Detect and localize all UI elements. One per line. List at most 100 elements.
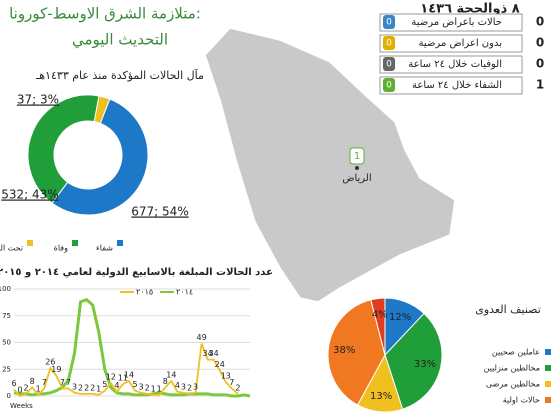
data-label: 2 <box>78 383 83 392</box>
data-label: 532; 43% <box>1 188 58 202</box>
x-axis-label: Weeks <box>10 402 33 410</box>
series-line <box>13 343 239 398</box>
data-label: 33% <box>414 359 436 370</box>
data-label: 2 <box>24 383 29 392</box>
data-label: 4 <box>175 381 180 390</box>
data-label: 5 <box>132 380 137 389</box>
slice <box>93 95 111 124</box>
data-label: 14 <box>124 371 134 380</box>
data-label: 38% <box>333 345 355 356</box>
data-label: 0 <box>18 386 23 395</box>
data-label: 677; 54% <box>131 205 188 219</box>
data-label: 14 <box>166 371 176 380</box>
legend-label: ٢٠١٥ <box>136 288 153 297</box>
city-dot <box>355 166 359 170</box>
data-label: 7 <box>60 378 65 387</box>
stat-badge-label: 0 <box>386 39 392 49</box>
data-label: 2 <box>235 383 240 392</box>
legend-swatch <box>545 365 551 371</box>
data-label: 2 <box>84 383 89 392</box>
data-label: 1 <box>157 384 162 393</box>
slice <box>384 312 443 410</box>
stat-badge-label: 0 <box>386 18 392 28</box>
data-label: 12 <box>106 373 116 382</box>
data-label: 7 <box>42 378 47 387</box>
data-label: 26 <box>45 358 55 367</box>
y-tick-label: 100 <box>0 285 11 293</box>
title: متلازمة الشرق الاوسط-كورونا: <box>9 5 201 23</box>
data-label: 7 <box>229 378 234 387</box>
legend-label: عاملين صحيين <box>492 348 540 357</box>
slice <box>370 297 386 356</box>
stat-box <box>379 13 523 32</box>
data-label: 34 <box>203 349 213 358</box>
series-line <box>13 297 251 398</box>
map-marker <box>349 147 365 165</box>
y-tick-label: 0 <box>7 392 11 400</box>
data-label: 1 <box>96 384 101 393</box>
data-label: 3 <box>72 382 77 391</box>
data-label: 4 <box>114 381 119 390</box>
legend-label: ٢٠١٤ <box>176 288 193 297</box>
data-label: 13 <box>221 372 231 381</box>
legend-label: حالات اولية <box>503 396 540 405</box>
chart-title: عدد الحالات المبلغة بالاسابيع الدولية لع… <box>0 267 273 278</box>
data-label: 1 <box>151 384 156 393</box>
data-label: 7 <box>66 378 71 387</box>
data-label: 6 <box>11 379 16 388</box>
y-tick-label: 50 <box>2 339 11 347</box>
stat-label: الوفيات خلال ٢٤ ساعة <box>408 59 502 70</box>
stat-label: حالات باعراض مرضية <box>411 17 502 28</box>
stat-value: 0 <box>536 57 544 71</box>
city-label: الرياض <box>342 173 371 184</box>
slice <box>51 98 149 216</box>
y-tick-label: 75 <box>2 312 11 320</box>
data-label: 5 <box>102 380 107 389</box>
data-label: 2 <box>145 383 150 392</box>
data-label: 4% <box>372 309 388 320</box>
data-label: 24 <box>215 360 225 369</box>
data-label: 49 <box>196 333 206 342</box>
stat-value: 1 <box>536 78 544 92</box>
legend-swatch <box>545 381 551 387</box>
chart-title: مآل الحالات المؤكدة منذ عام ١٤٣٣هـ <box>35 68 204 82</box>
data-label: 1 <box>36 384 41 393</box>
stat-box <box>379 34 523 53</box>
slice <box>327 299 386 406</box>
data-label: 34 <box>209 349 219 358</box>
legend-swatch <box>545 349 551 355</box>
stat-badge-label: 0 <box>386 60 392 70</box>
date: ٨ ذوالحجة ١٤٣٦ <box>420 2 520 17</box>
slice <box>27 94 100 204</box>
data-label: 19 <box>51 365 61 374</box>
legend-swatch <box>117 240 123 246</box>
legend-label: وفاة <box>54 244 68 253</box>
data-label: 13% <box>370 391 392 402</box>
legend-swatch <box>72 240 78 246</box>
chart-title: تصنيف العدوى <box>475 303 541 316</box>
data-label: 12% <box>389 312 411 323</box>
data-label: 3 <box>193 382 198 391</box>
data-label: 11 <box>118 374 128 383</box>
stat-badge <box>383 78 395 92</box>
data-label: 3 <box>181 382 186 391</box>
stat-badge <box>383 57 395 71</box>
legend-swatch <box>27 240 33 246</box>
stat-badge-label: 0 <box>386 81 392 91</box>
legend-label: مخالطين مرضى <box>486 380 540 389</box>
legend-label: مخالطين منزليين <box>484 364 540 373</box>
y-tick-label: 25 <box>2 365 11 373</box>
legend-swatch <box>545 397 551 403</box>
data-label: 8 <box>30 377 35 386</box>
stat-label: الشفاء خلال ٢٤ ساعة <box>412 80 502 91</box>
data-label: 2 <box>90 383 95 392</box>
stat-value: 0 <box>536 36 544 50</box>
data-label: 8 <box>163 377 168 386</box>
stat-value: 0 <box>536 15 544 29</box>
legend-label: تحت المتابعة <box>0 244 23 253</box>
stat-badge <box>383 36 395 50</box>
stat-box <box>379 55 523 74</box>
map-marker-label: 1 <box>354 151 360 162</box>
stat-box <box>379 76 523 95</box>
